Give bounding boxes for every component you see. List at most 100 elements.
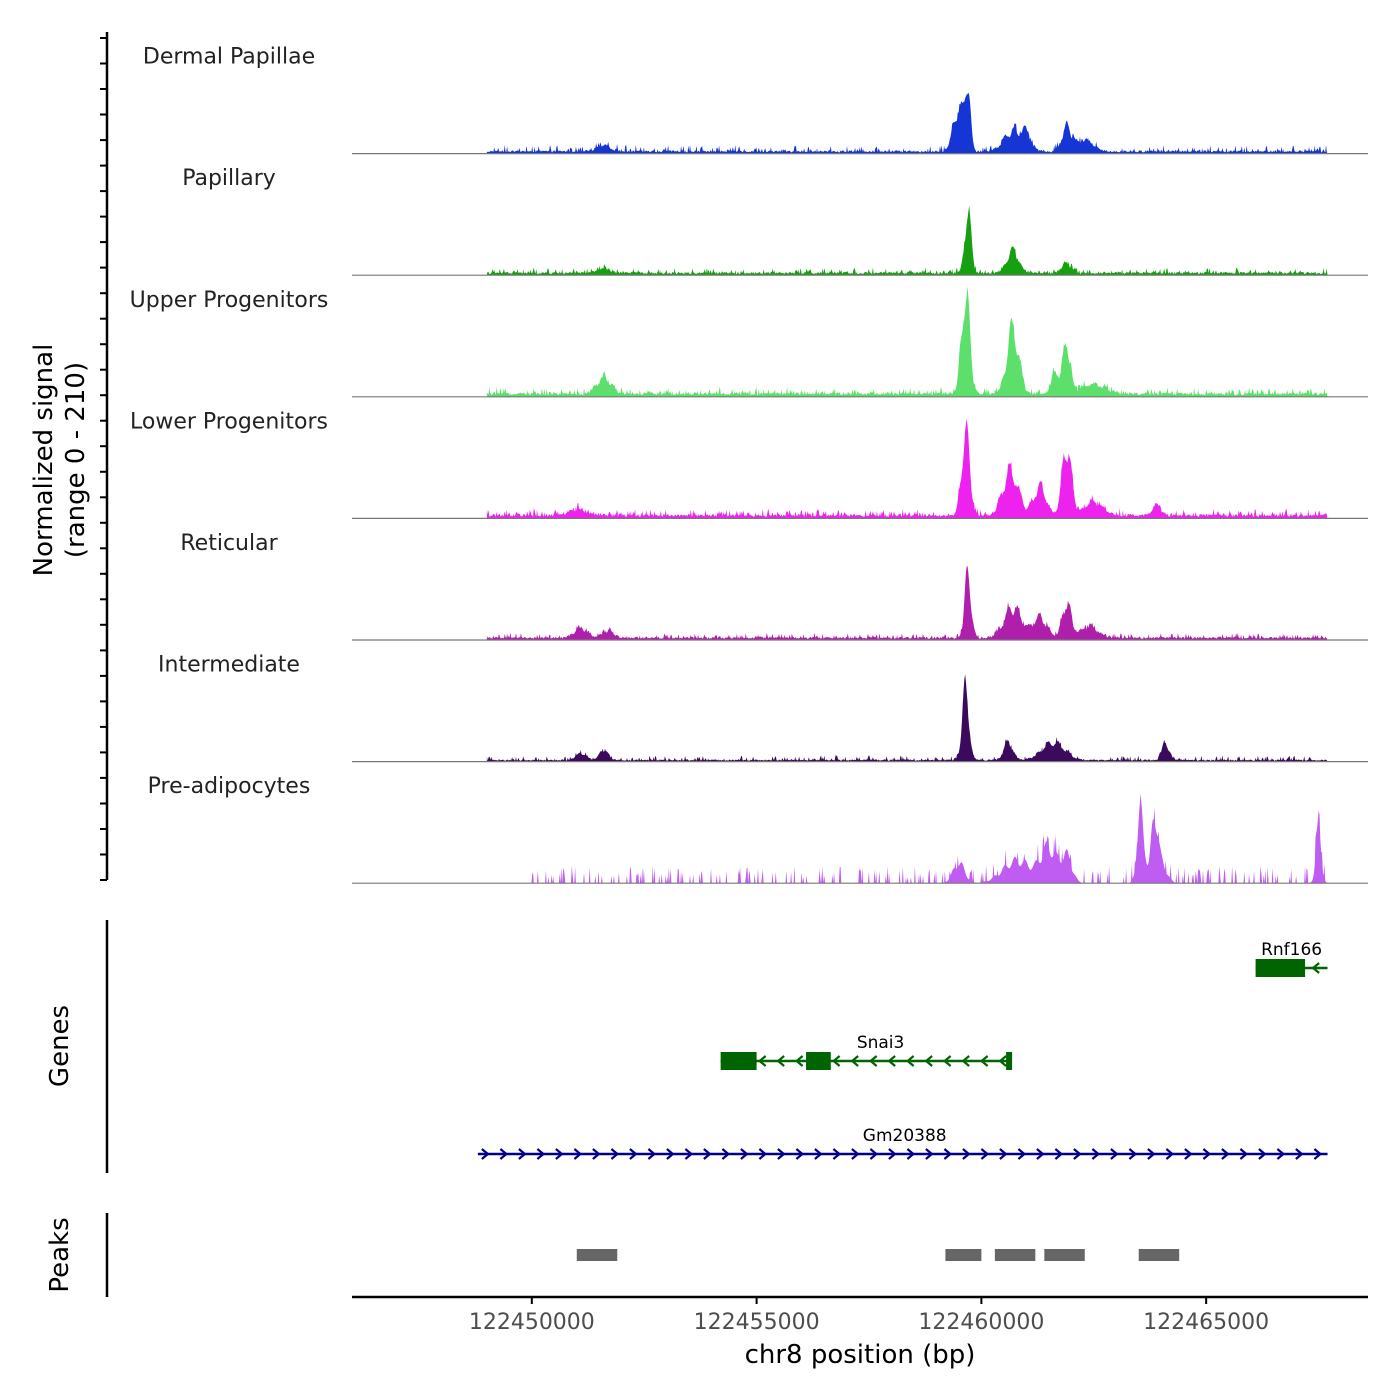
strand-arrow [647,1148,657,1160]
peak-2 [994,1249,1036,1261]
track-label-5: Intermediate [158,653,300,678]
exon-0 [1255,959,1306,977]
track-label-2: Upper Progenitors [130,288,329,313]
x-axis-title: chr8 position (bp) [745,1340,976,1370]
strand-arrow [943,1148,953,1160]
strand-arrow [703,1148,712,1160]
exon-1 [806,1052,831,1070]
strand-arrow [924,1055,933,1067]
strand-arrow [1165,1148,1175,1160]
strand-arrow [795,1148,805,1160]
strand-arrow [925,1148,934,1160]
track-5: Intermediate [158,653,1368,763]
track-0: Dermal Papillae [143,45,1368,155]
coverage-area-6 [486,793,1328,884]
peak-0 [576,1249,618,1261]
strand-arrow [961,1055,970,1067]
strand-arrow [1184,1148,1193,1160]
x-tick-label: 122460000 [918,1310,1044,1335]
strand-arrow [1295,1148,1304,1160]
coverage-area-1 [486,205,1328,276]
strand-arrow [831,1055,841,1067]
track-4: Reticular [180,531,1368,641]
strand-arrow [868,1055,878,1067]
strand-arrow [905,1055,915,1067]
gene-label: Snai3 [857,1033,905,1053]
strand-arrow [1202,1148,1212,1160]
strand-arrow [1221,1148,1230,1160]
strand-arrow [1147,1148,1156,1160]
strand-arrow [888,1148,897,1160]
strand-arrow [481,1148,490,1160]
x-tick-label: 122450000 [469,1310,595,1335]
gene-label: Gm20388 [863,1126,947,1146]
strand-arrow [887,1055,896,1067]
strand-arrow [740,1148,749,1160]
track-label-6: Pre-adipocytes [148,774,311,799]
exon-0 [720,1052,757,1070]
strand-arrow [1311,962,1320,974]
peaks-panel-title: Peaks [45,1217,75,1292]
gene-Snai3: Snai3 [720,1033,1013,1070]
strand-arrow [721,1148,731,1160]
strand-arrow [499,1148,509,1160]
x-tick-label: 122455000 [694,1310,820,1335]
genes-panel-title: Genes [45,1005,75,1087]
track-6: Pre-adipocytes [148,774,1368,884]
track-1: Papillary [182,166,1368,276]
track-label-3: Lower Progenitors [130,409,328,434]
peak-1 [945,1249,982,1261]
signal-panel: Dermal Papillae Papillary Upper Progenitor… [130,45,1368,884]
peak-4 [1138,1249,1180,1261]
strand-arrow [777,1148,786,1160]
strand-arrow [832,1148,842,1160]
strand-arrow [979,1055,989,1067]
strand-arrow [814,1148,823,1160]
strand-arrow [850,1055,859,1067]
strand-arrow [962,1148,971,1160]
coverage-area-5 [486,674,1328,762]
coverage-area-0 [486,92,1328,154]
coverage-area-3 [486,418,1328,519]
strand-arrow [1110,1148,1119,1160]
track-label-4: Reticular [180,531,278,556]
strand-arrow [998,1055,1007,1067]
strand-arrow [794,1055,804,1067]
exon-2 [1006,1052,1013,1070]
coverage-area-2 [486,286,1328,397]
strand-arrow [1313,1148,1323,1160]
strand-arrow [1091,1148,1101,1160]
track-label-1: Papillary [182,166,276,191]
strand-arrow [757,1055,767,1067]
x-axis: 122450000 122455000 122460000 122465000 [469,1297,1269,1335]
strand-arrow [555,1148,564,1160]
strand-arrow [776,1055,785,1067]
x-tick-label: 122465000 [1143,1310,1269,1335]
gene-Rnf166: Rnf166 [1255,940,1328,977]
strand-arrow [518,1148,527,1160]
strand-arrow [1239,1148,1249,1160]
track-label-0: Dermal Papillae [143,45,315,70]
strand-arrow [1258,1148,1267,1160]
strand-arrow [1054,1148,1064,1160]
signal-y-axis-title-line2: (range 0 - 210) [61,362,91,558]
strand-arrow [980,1148,990,1160]
track-3: Lower Progenitors [130,409,1368,520]
track-2: Upper Progenitors [130,286,1368,398]
strand-arrow [592,1148,601,1160]
strand-arrow [684,1148,694,1160]
strand-arrow [1128,1148,1138,1160]
strand-arrow [851,1148,860,1160]
strand-arrow [869,1148,879,1160]
gene-label: Rnf166 [1261,940,1322,960]
strand-arrow [610,1148,620,1160]
strand-arrow [758,1148,768,1160]
peak-3 [1044,1249,1085,1261]
strand-arrow [1276,1148,1286,1160]
strand-arrow [906,1148,916,1160]
coverage-area-4 [486,566,1328,640]
strand-arrow [1036,1148,1045,1160]
signal-y-axis-ticks [100,37,107,881]
strand-arrow [942,1055,952,1067]
